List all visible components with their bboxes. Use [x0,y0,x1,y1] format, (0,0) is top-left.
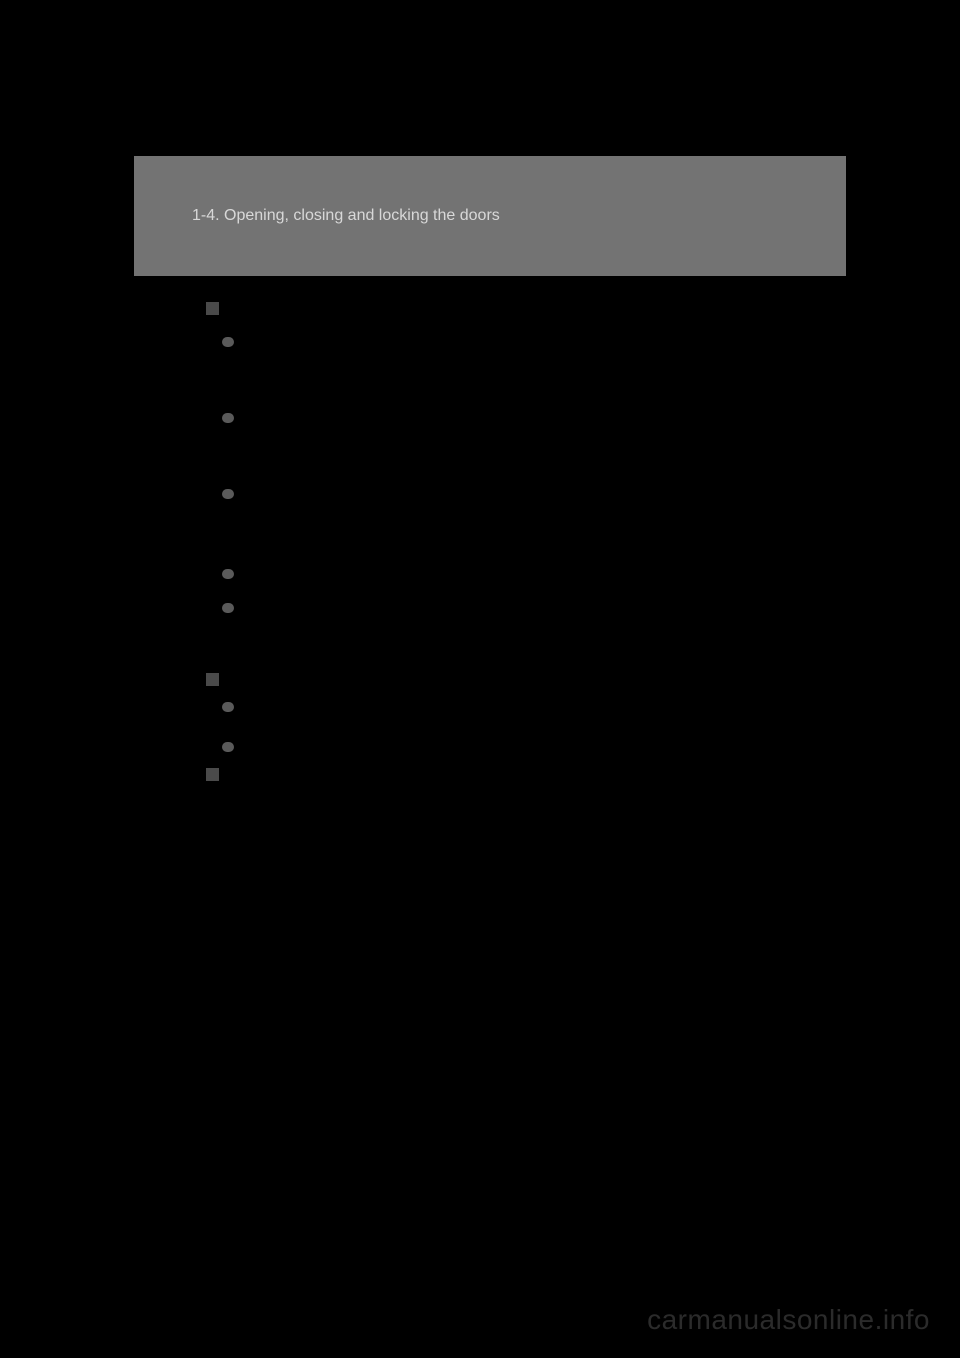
square-marker-icon [206,673,219,686]
section-group-1 [206,300,806,315]
watermark-text: carmanualsonline.info [647,1304,930,1336]
bullet-item [222,487,806,499]
bullet-icon [222,603,234,613]
bullet-item [222,411,806,423]
square-marker-icon [206,768,219,781]
bullet-icon [222,569,234,579]
bullet-icon [222,702,234,712]
section-group-2 [206,671,806,686]
bullet-icon [222,337,234,347]
section-number: 1-4. [192,207,220,224]
bullet-item [222,700,806,712]
bullet-icon [222,742,234,752]
bullet-item [222,567,806,579]
bullet-icon [222,489,234,499]
page-content [206,300,806,781]
bullet-item [222,335,806,347]
section-group-3 [206,766,806,781]
section-title: Opening, closing and locking the doors [224,207,500,224]
section-header-bar: 1-4. Opening, closing and locking the do… [134,156,846,276]
bullet-icon [222,413,234,423]
bullet-item [222,740,806,752]
bullet-item [222,601,806,613]
section-header-text: 1-4. Opening, closing and locking the do… [192,207,500,225]
square-marker-icon [206,302,219,315]
